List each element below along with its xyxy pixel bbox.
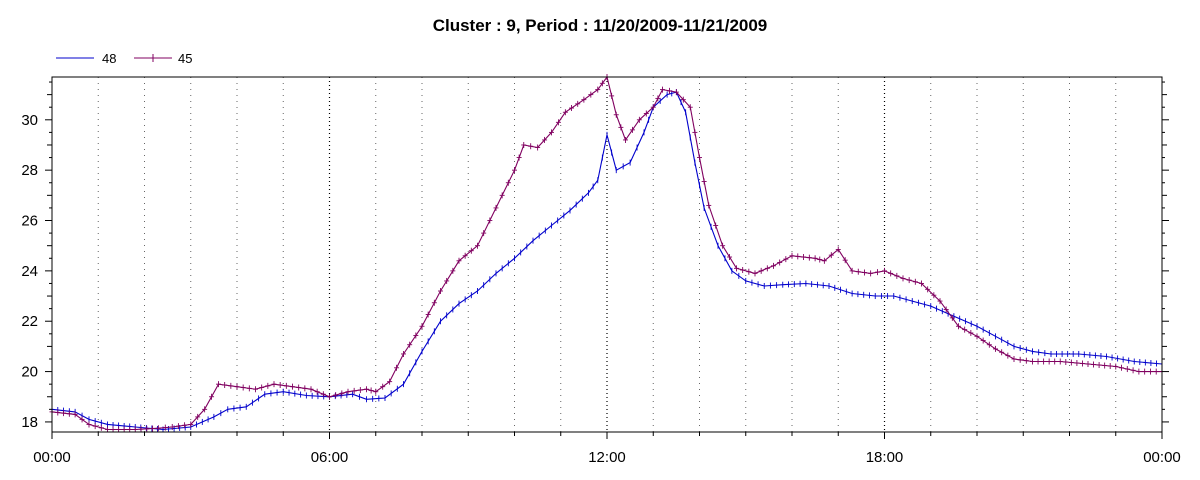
x-tick-label: 18:00 <box>866 449 904 466</box>
y-tick-label: 30 <box>21 112 38 129</box>
y-tick-label: 18 <box>21 414 38 431</box>
series-markers-45 <box>49 74 1159 433</box>
legend-label-48: 48 <box>102 51 116 66</box>
y-tick-label: 22 <box>21 313 38 330</box>
series-45 <box>49 74 1162 433</box>
grid <box>97 77 1117 432</box>
series-markers-48 <box>51 89 1157 433</box>
series-48 <box>51 89 1163 433</box>
series-line-48 <box>51 91 1163 431</box>
y-tick-label: 28 <box>21 162 38 179</box>
x-tick-label: 00:00 <box>1143 449 1181 466</box>
x-tick-label: 12:00 <box>588 449 626 466</box>
x-tick-label: 06:00 <box>311 449 349 466</box>
y-axis: 18 20 22 24 26 28 30 <box>21 81 1169 431</box>
y-tick-label: 24 <box>21 263 38 280</box>
y-tick-label: 20 <box>21 364 38 381</box>
series-layer <box>49 74 1163 433</box>
x-axis: 00:00 06:00 12:00 18:00 00:00 <box>33 432 1181 466</box>
x-tick-label: 00:00 <box>33 449 71 466</box>
chart-title: Cluster : 9, Period : 11/20/2009-11/21/2… <box>433 16 768 35</box>
legend: 48 45 <box>56 51 192 66</box>
plot-frame <box>51 76 1163 433</box>
y-tick-label: 26 <box>21 213 38 230</box>
legend-label-45: 45 <box>178 51 192 66</box>
